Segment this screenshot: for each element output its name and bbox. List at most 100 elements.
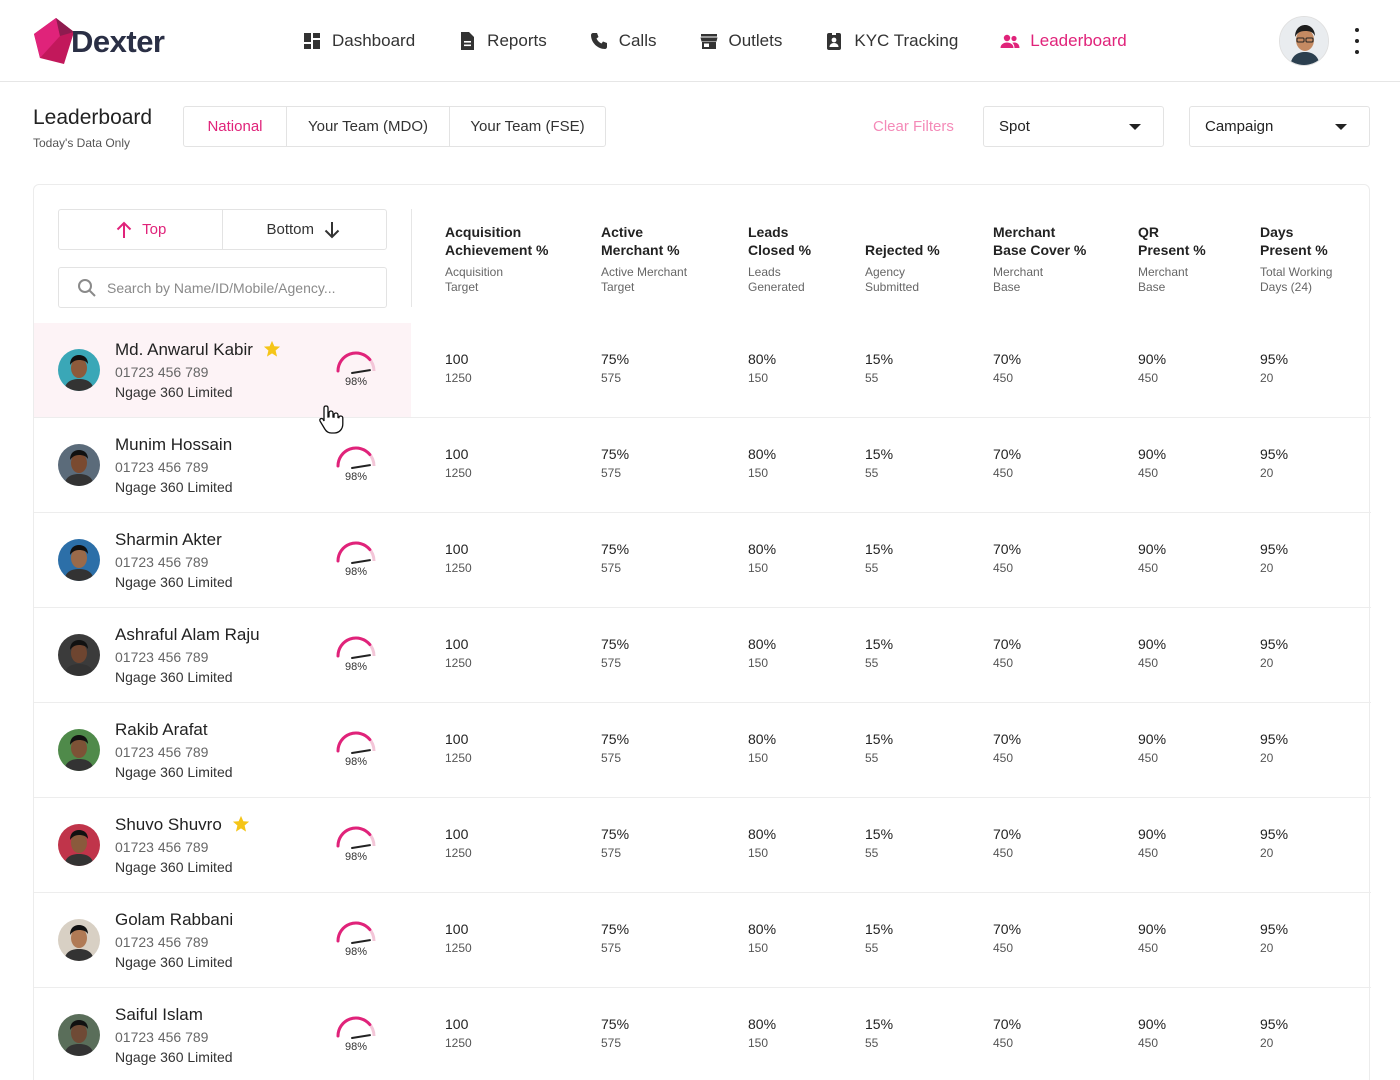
metric-base: 450 [993,466,1014,480]
table-row[interactable]: Golam Rabbani 01723 456 789 Ngage 360 Limi… [34,893,1371,988]
score-gauge [336,446,376,469]
metric-cell: 15% 55 [865,826,893,861]
employee-name[interactable]: Shuvo Shuvro [115,815,222,834]
spot-dropdown[interactable]: Spot [983,106,1164,147]
metric-base: 450 [1138,466,1159,480]
metric-base: 150 [748,656,769,670]
gauge-fill [336,541,372,563]
reports-icon [461,32,475,50]
metric-value: 100 [445,1016,469,1032]
bottom-button[interactable]: Bottom [223,210,387,249]
metric-value: 100 [445,541,469,557]
score-value: 98% [344,661,368,673]
employee-name[interactable]: Rakib Arafat [115,720,208,739]
search-input[interactable] [107,268,377,307]
metric-base: 1250 [445,561,472,575]
gauge-fill [336,351,372,373]
metric-cell: 75% 575 [601,446,629,481]
table-row[interactable]: Rakib Arafat 01723 456 789 Ngage 360 Limit… [34,703,1371,798]
employee-phone: 01723 456 789 [115,744,209,760]
tab-your-team-fse[interactable]: Your Team (FSE) [470,118,585,135]
column-header-title-line: Present % [1138,242,1206,258]
metric-cell: 15% 55 [865,1016,893,1051]
avatar-image [58,349,100,391]
leaderboard-rows: Md. Anwarul Kabir 01723 456 789 Ngage 360 … [34,323,1371,1080]
gauge-fill [336,446,372,468]
employee-name[interactable]: Saiful Islam [115,1005,203,1024]
nav-kyc-tracking[interactable]: KYC Tracking [824,0,958,82]
column-header-title-line: Closed % [748,242,812,258]
column-header-title: Acquisition Achievement % [445,223,548,259]
metric-value: 75% [601,446,630,462]
nav-outlets[interactable]: Outlets [699,0,782,82]
metric-cell: 75% 575 [601,351,629,386]
metric-base: 20 [1260,371,1274,385]
column-header-subtitle: Active Merchant Target [601,265,687,295]
metric-cell: 100 1250 [445,351,472,386]
tab-your-team-mdo[interactable]: Your Team (MDO) [287,107,450,146]
column-header[interactable]: Rejected % Agency Submitted [865,241,940,295]
top-button[interactable]: Top [59,210,223,249]
nav-reports[interactable]: Reports [457,0,547,82]
metric-cell: 80% 150 [748,1016,776,1051]
metric-base: 55 [865,561,879,575]
clear-filters-link[interactable]: Clear Filters [873,118,954,135]
metric-base: 450 [993,941,1014,955]
avatar-image [58,1014,100,1056]
metric-base: 450 [993,656,1014,670]
column-header[interactable]: Active Merchant % Active Merchant Target [601,223,687,295]
table-row[interactable]: Ashraful Alam Raju 01723 456 789 Ngage 360… [34,608,1371,703]
metric-value: 95% [1260,541,1289,557]
metric-value: 15% [865,1016,894,1032]
column-header-title-line: Achievement % [445,242,549,258]
employee-name[interactable]: Munim Hossain [115,435,233,454]
campaign-dropdown[interactable]: Campaign [1189,106,1370,147]
column-header-subtitle-line: Generated [748,280,805,294]
metric-base: 575 [601,846,622,860]
tab-national[interactable]: National [184,107,287,146]
metric-base: 20 [1260,1036,1274,1050]
metric-base: 450 [993,561,1014,575]
metric-value: 70% [993,1016,1022,1032]
employee-name[interactable]: Md. Anwarul Kabir [115,340,253,359]
metric-value: 100 [445,446,469,462]
employee-name[interactable]: Golam Rabbani [115,910,234,929]
table-row[interactable]: Shuvo Shuvro 01723 456 789 Ngage 360 Limit… [34,798,1371,893]
nav-dashboard[interactable]: Dashboard [302,0,415,82]
column-header-subtitle-line: Acquisition [445,265,504,279]
employee-name[interactable]: Sharmin Akter [115,530,222,549]
search-box [58,267,387,308]
avatar-image [58,539,100,581]
metric-base: 150 [748,941,769,955]
nav-calls[interactable]: Calls [589,0,657,82]
metric-base: 575 [601,466,622,480]
employee-agency: Ngage 360 Limited [115,384,233,400]
score-gauge [336,636,376,659]
metric-base: 575 [601,941,622,955]
column-header[interactable]: Merchant Base Cover % Merchant Base [993,223,1086,295]
phone-icon [590,33,607,49]
metric-base: 150 [748,466,769,480]
column-header[interactable]: Leads Closed % Leads Generated [748,223,811,295]
column-header[interactable]: Acquisition Achievement % Acquisition Targe… [445,223,548,295]
column-header-title-line: Days [1260,224,1294,240]
gauge-needle [351,1034,371,1039]
nav-leaderboard[interactable]: Leaderboard [1000,0,1127,82]
table-row[interactable]: Saiful Islam 01723 456 789 Ngage 360 Limit… [34,988,1371,1080]
metric-cell: 80% 150 [748,636,776,671]
more-menu-icon[interactable] [1346,28,1368,54]
column-header[interactable]: Days Present % Total Working Days (24) [1260,223,1332,295]
gauge-needle [351,369,371,374]
metric-cell: 95% 20 [1260,1016,1288,1051]
user-avatar[interactable] [1279,16,1329,66]
column-header[interactable]: QR Present % Merchant Base [1138,223,1206,295]
avatar [58,824,100,866]
dexter-logo[interactable]: Dexter [30,14,180,68]
table-row[interactable]: Md. Anwarul Kabir 01723 456 789 Ngage 360 … [34,323,1371,418]
metric-cell: 95% 20 [1260,541,1288,576]
table-row[interactable]: Sharmin Akter 01723 456 789 Ngage 360 Limi… [34,513,1371,608]
employee-name[interactable]: Ashraful Alam Raju [115,625,260,644]
metric-base: 55 [865,1036,879,1050]
employee-phone: 01723 456 789 [115,554,209,570]
table-row[interactable]: Munim Hossain 01723 456 789 Ngage 360 Limi… [34,418,1371,513]
